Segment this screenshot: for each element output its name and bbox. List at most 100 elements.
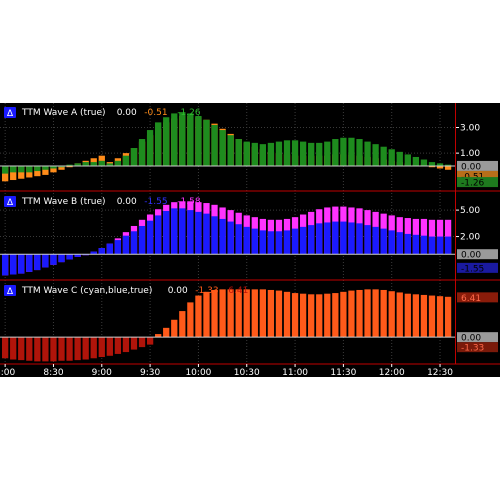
time-label-7: 11:30 bbox=[330, 368, 356, 377]
scale-value-1-2: -1.26 bbox=[461, 179, 485, 189]
bar-2-1-49 bbox=[396, 232, 403, 255]
bar-1-1-38 bbox=[308, 142, 315, 166]
bar-1-0-54 bbox=[436, 165, 444, 169]
bar-2-1-22 bbox=[179, 208, 186, 255]
bar-3-0-27 bbox=[219, 289, 226, 338]
bar-3-0-29 bbox=[235, 289, 242, 338]
bar-2-1-52 bbox=[420, 235, 428, 255]
time-label-6: 11:00 bbox=[282, 368, 308, 377]
bar-1-1-53 bbox=[428, 162, 436, 166]
bar-1-0-6 bbox=[50, 165, 57, 173]
bar-3-0-35 bbox=[283, 291, 291, 338]
panel-readout-1-2: -1.26 bbox=[177, 108, 201, 118]
time-label-8: 12:00 bbox=[379, 368, 405, 377]
bar-1-1-29 bbox=[235, 139, 242, 166]
bar-1-1-8 bbox=[66, 164, 73, 166]
bar-1-1-1 bbox=[10, 165, 17, 173]
bar-3-0-31 bbox=[251, 289, 258, 338]
panel-readout-3-1: -1.33 bbox=[195, 286, 218, 296]
bar-3-0-4 bbox=[34, 337, 41, 362]
bar-2-1-38 bbox=[308, 225, 315, 255]
bar-1-1-15 bbox=[122, 155, 130, 166]
bar-2-1-4 bbox=[34, 254, 41, 271]
bar-1-1-52 bbox=[420, 159, 428, 166]
panel-readout-2-1: -1.55 bbox=[144, 197, 167, 207]
bar-3-0-36 bbox=[291, 293, 299, 338]
bar-3-0-33 bbox=[267, 289, 275, 338]
bar-3-0-6 bbox=[50, 337, 57, 362]
panel-3: 6.410.00-1.33∆ TTM Wave C (cyan,blue,true… bbox=[0, 285, 500, 365]
bar-1-1-46 bbox=[372, 144, 379, 166]
scale-value-2-0: 0.00 bbox=[461, 251, 481, 261]
bar-3-0-51 bbox=[412, 294, 420, 338]
bar-3-0-8 bbox=[66, 337, 73, 361]
bar-2-1-32 bbox=[259, 230, 266, 255]
panel-2: 5.002.000.00-1.55∆ TTM Wave B (true) 0.00-… bbox=[0, 196, 500, 281]
bar-2-1-14 bbox=[114, 240, 122, 255]
bar-1-1-51 bbox=[412, 156, 420, 166]
panel-badge-icon-2: ∆ bbox=[6, 198, 14, 208]
bar-1-0-8 bbox=[66, 165, 73, 168]
bar-3-0-9 bbox=[74, 337, 81, 361]
bar-1-1-5 bbox=[42, 165, 49, 170]
time-label-4: 10:00 bbox=[185, 368, 211, 377]
bar-2-1-47 bbox=[380, 228, 387, 255]
bar-3-0-44 bbox=[356, 289, 363, 338]
bar-2-1-0 bbox=[2, 254, 9, 276]
bar-3-0-0 bbox=[2, 337, 9, 359]
bar-2-1-17 bbox=[138, 225, 146, 255]
bar-3-0-26 bbox=[211, 289, 218, 338]
bar-2-1-28 bbox=[227, 221, 234, 255]
bar-1-1-34 bbox=[275, 141, 283, 166]
bar-2-1-50 bbox=[404, 233, 411, 255]
bar-2-1-26 bbox=[211, 216, 218, 255]
bar-3-0-11 bbox=[90, 337, 97, 359]
panel-readout-1-1: -0.51 bbox=[144, 108, 167, 118]
bar-3-0-54 bbox=[436, 296, 444, 338]
bar-2-1-54 bbox=[436, 236, 444, 255]
bar-1-1-41 bbox=[332, 139, 339, 166]
scale-box-3-2 bbox=[457, 342, 498, 353]
panel-title-1: TTM Wave A (true) bbox=[21, 108, 106, 118]
bar-3-0-30 bbox=[243, 289, 250, 338]
bar-3-0-17 bbox=[138, 337, 146, 348]
bar-2-1-1 bbox=[10, 254, 17, 275]
bar-3-0-46 bbox=[372, 289, 379, 338]
bar-1-1-13 bbox=[106, 163, 113, 166]
bar-1-1-11 bbox=[90, 162, 97, 166]
bar-1-0-1 bbox=[10, 165, 17, 181]
bar-3-0-42 bbox=[340, 291, 347, 338]
bar-3-0-18 bbox=[146, 337, 154, 345]
scale-box-1-2 bbox=[457, 177, 498, 188]
bar-2-1-48 bbox=[388, 230, 395, 255]
bar-2-1-46 bbox=[372, 226, 379, 255]
bar-1-1-24 bbox=[195, 115, 202, 166]
bar-3-0-47 bbox=[380, 289, 387, 338]
bar-1-0-53 bbox=[428, 165, 436, 168]
bar-1-1-14 bbox=[114, 160, 122, 166]
bar-3-0-1 bbox=[10, 337, 17, 360]
bar-2-1-19 bbox=[155, 215, 162, 255]
bar-2-1-40 bbox=[324, 222, 331, 255]
bar-1-1-7 bbox=[58, 165, 65, 168]
bar-3-0-14 bbox=[114, 337, 122, 354]
panel-readout-2-0: 0.00 bbox=[117, 197, 137, 207]
bar-3-0-2 bbox=[18, 337, 25, 361]
bar-1-1-21 bbox=[171, 113, 178, 166]
bar-1-1-6 bbox=[50, 165, 57, 169]
bar-3-0-53 bbox=[428, 295, 436, 338]
bar-2-1-9 bbox=[74, 254, 81, 257]
bar-3-0-24 bbox=[195, 295, 202, 338]
bar-2-1-16 bbox=[130, 231, 138, 255]
bar-2-1-15 bbox=[122, 235, 130, 255]
bar-2-1-25 bbox=[203, 213, 210, 255]
bar-3-0-10 bbox=[82, 337, 89, 360]
time-label-1: 8:30 bbox=[43, 368, 63, 377]
time-label-3: 9:30 bbox=[140, 368, 160, 377]
time-label-5: 10:30 bbox=[234, 368, 260, 377]
scale-box-3-0 bbox=[457, 292, 498, 303]
bar-3-0-15 bbox=[122, 337, 130, 353]
bar-3-0-20 bbox=[163, 327, 170, 338]
bar-2-1-18 bbox=[146, 220, 154, 255]
bar-1-1-45 bbox=[364, 141, 371, 166]
